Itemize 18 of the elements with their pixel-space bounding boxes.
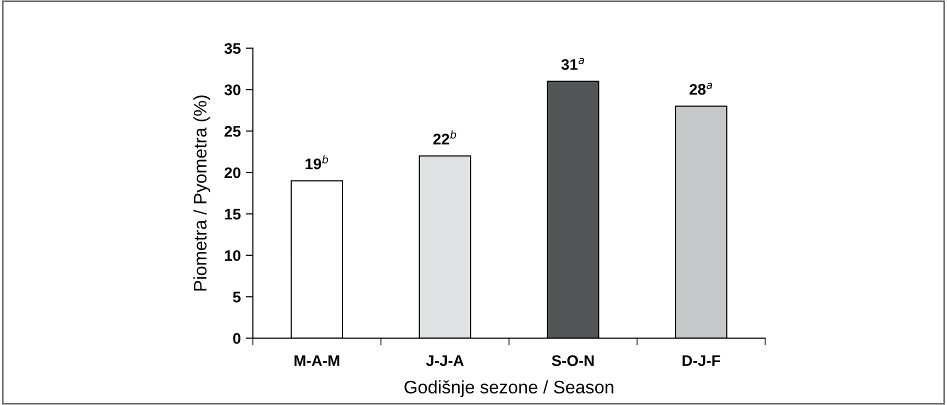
y-tick-label: 0 xyxy=(233,333,240,344)
y-axis-title: Piometra / Pyometra (%) xyxy=(193,95,210,291)
x-tick-label: J-J-A xyxy=(426,355,464,366)
x-axis-title: Godišnje sezone / Season xyxy=(404,380,614,398)
data-label: 28$^{a}$ xyxy=(690,82,712,95)
y-tick-label: 5 xyxy=(233,292,241,302)
y-tick-label: 35 xyxy=(224,43,241,54)
data-label: 19$^{b}$ xyxy=(306,155,328,170)
y-tick-label: 15 xyxy=(225,208,241,220)
y-tick-label: 10 xyxy=(225,250,240,262)
y-tick-label: 20 xyxy=(224,167,240,178)
x-tick-label: S-O-N xyxy=(552,355,594,366)
y-tick-label: 25 xyxy=(224,126,241,137)
data-label: 31$^{a}$ xyxy=(561,58,584,70)
y-tick-label: 30 xyxy=(224,84,240,96)
data-label: 22$^{b}$ xyxy=(433,130,456,144)
x-tick-label: M-A-M xyxy=(294,355,340,366)
x-tick-label: D-J-F xyxy=(682,355,720,366)
